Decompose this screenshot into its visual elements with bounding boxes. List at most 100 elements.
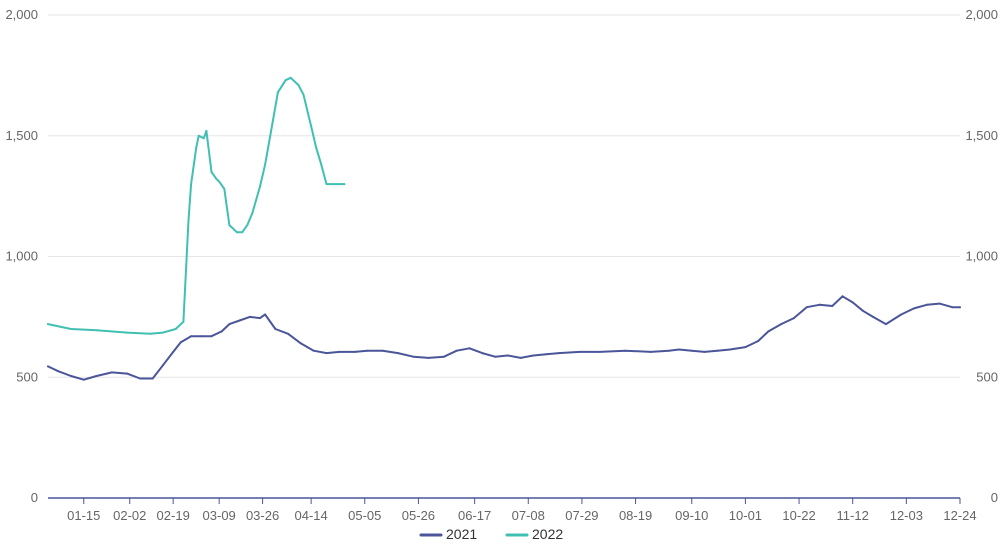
data-point-2021 (57, 370, 60, 373)
data-point-2021 (913, 307, 915, 310)
data-point-2021 (729, 348, 732, 351)
data-point-2022 (340, 183, 343, 186)
data-point-2021 (126, 372, 129, 375)
y-tick-label-right: 2,000 (965, 7, 998, 22)
data-point-2021 (110, 371, 113, 374)
data-point-2022 (149, 332, 152, 335)
data-point-2021 (95, 375, 98, 377)
grid-layer (48, 14, 960, 378)
data-point-2021 (494, 355, 497, 358)
x-tick-label: 04-14 (295, 508, 328, 523)
data-point-2022 (315, 146, 318, 149)
data-point-2021 (872, 315, 875, 318)
data-point-2022 (162, 331, 164, 334)
x-tick-label: 05-05 (348, 508, 381, 523)
data-point-2022 (289, 76, 292, 79)
data-point-2021 (274, 328, 277, 330)
data-point-2022 (251, 212, 254, 214)
legend[interactable]: 2021 2022 (419, 526, 563, 542)
data-point-2021 (938, 302, 941, 305)
data-point-2021 (82, 378, 85, 381)
x-tick-label: 12-24 (943, 508, 976, 523)
data-point-2021 (299, 342, 302, 345)
data-point-2021 (780, 323, 783, 326)
data-point-2022 (218, 180, 221, 183)
data-point-2021 (703, 350, 706, 353)
data-point-2021 (532, 354, 535, 357)
data-point-2021 (427, 356, 430, 359)
legend-item-2021[interactable]: 2021 (419, 526, 477, 542)
data-point-2021 (545, 353, 548, 356)
x-tick-label: 02-02 (113, 508, 146, 523)
data-point-2021 (678, 348, 680, 351)
data-point-2021 (366, 349, 369, 352)
data-point-2022 (210, 171, 213, 173)
data-point-2022 (236, 231, 238, 234)
data-point-2021 (481, 352, 484, 355)
data-point-2022 (205, 129, 208, 132)
data-point-2021 (162, 364, 164, 367)
data-point-2021 (228, 323, 231, 326)
data-point-2021 (259, 317, 261, 320)
data-point-2021 (925, 303, 928, 306)
x-tick-label: 02-19 (157, 508, 190, 523)
x-tick-label: 06-17 (458, 508, 491, 523)
data-point-2022 (195, 146, 198, 149)
data-point-2021 (900, 313, 903, 316)
series-line-2022[interactable] (47, 76, 346, 335)
data-point-2021 (412, 355, 415, 358)
data-point-2021 (248, 315, 251, 318)
y-tick-label-left: 0 (31, 490, 38, 505)
data-point-2022 (182, 320, 185, 323)
x-tick-label: 10-01 (729, 508, 762, 523)
data-point-2021 (831, 305, 834, 307)
data-point-2021 (716, 349, 719, 352)
y-tick-label-left: 1,000 (5, 249, 38, 264)
data-point-2022 (95, 329, 98, 332)
data-point-2022 (190, 183, 193, 186)
x-tick-label: 12-03 (890, 508, 923, 523)
data-point-2021 (287, 332, 290, 335)
data-point-2021 (397, 352, 399, 355)
data-point-2021 (506, 354, 509, 357)
data-point-2021 (47, 365, 49, 368)
series-line-2021[interactable] (47, 295, 961, 381)
data-point-2022 (297, 84, 300, 86)
data-point-2021 (757, 340, 760, 342)
y-tick-label-right: 1,500 (965, 128, 998, 143)
data-point-2022 (126, 331, 129, 334)
data-point-2022 (276, 91, 279, 94)
data-point-2021 (353, 350, 356, 353)
data-point-2022 (246, 224, 249, 227)
data-point-2022 (174, 328, 177, 330)
data-point-2022 (310, 125, 313, 128)
data-point-2022 (241, 231, 244, 234)
series-layer (47, 76, 961, 381)
data-point-2021 (744, 346, 747, 349)
data-point-2021 (767, 330, 770, 333)
data-point-2022 (259, 185, 261, 188)
data-point-2022 (264, 163, 267, 166)
data-point-2021 (818, 303, 821, 306)
data-point-2022 (302, 93, 305, 96)
data-point-2022 (187, 219, 190, 222)
data-point-2021 (190, 335, 193, 338)
data-point-2021 (951, 306, 954, 309)
data-point-2022 (320, 163, 323, 166)
data-point-2021 (959, 306, 961, 309)
data-point-2022 (335, 183, 338, 186)
legend-label: 2021 (446, 526, 477, 542)
legend-item-2022[interactable]: 2022 (505, 526, 563, 542)
data-point-2021 (468, 347, 471, 350)
data-point-2022 (228, 224, 231, 227)
data-point-2022 (223, 187, 226, 190)
x-tick-label: 09-10 (675, 508, 708, 523)
x-tick-label: 08-19 (619, 508, 652, 523)
x-tick-label: 01-15 (67, 508, 100, 523)
data-point-2022 (202, 137, 205, 140)
data-point-2021 (443, 355, 445, 358)
legend-label: 2022 (532, 526, 563, 542)
data-point-2022 (284, 79, 287, 82)
